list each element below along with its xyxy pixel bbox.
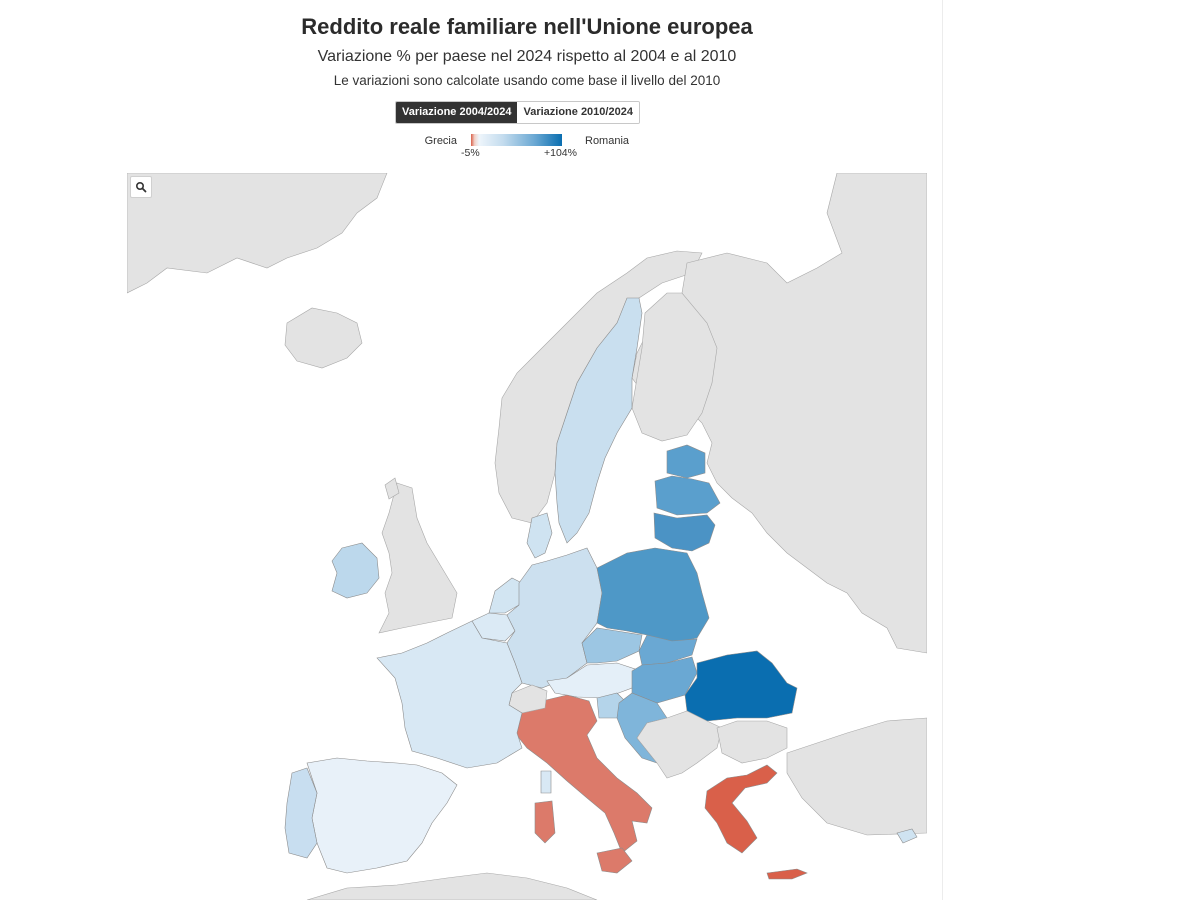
country-france[interactable] — [376, 620, 523, 769]
map-area[interactable] — [127, 173, 927, 900]
country-italy-sicily[interactable] — [596, 847, 633, 874]
land-united-kingdom — [378, 482, 458, 634]
legend-min-country: Grecia — [424, 135, 457, 147]
country-greece-crete[interactable] — [766, 868, 808, 880]
legend-max-value: +104% — [544, 147, 577, 159]
period-tabs: Variazione 2004/2024 Variazione 2010/202… — [395, 101, 640, 124]
search-icon — [135, 181, 147, 193]
land-north-africa — [306, 872, 598, 900]
land-iceland — [284, 307, 363, 369]
chart-subtitle: Variazione % per paese nel 2024 rispetto… — [317, 48, 737, 65]
tab-variazione-2004-2024[interactable]: Variazione 2004/2024 — [396, 102, 518, 123]
chart-note: Le variazioni sono calcolate usando come… — [333, 73, 721, 88]
land-balkans — [636, 710, 723, 779]
divider-line — [942, 0, 943, 900]
country-greece[interactable] — [704, 764, 778, 854]
country-italy[interactable] — [514, 694, 653, 854]
country-italy-sardinia[interactable] — [534, 800, 556, 844]
europe-map[interactable] — [127, 173, 927, 900]
country-portugal[interactable] — [284, 767, 318, 859]
country-romania[interactable] — [684, 650, 798, 722]
country-czechia[interactable] — [581, 627, 643, 664]
zoom-button[interactable] — [130, 176, 152, 198]
land-greenland — [127, 173, 388, 294]
country-latvia[interactable] — [654, 475, 721, 516]
country-france-corsica[interactable] — [540, 770, 552, 794]
country-denmark[interactable] — [526, 512, 553, 559]
legend-min-value: -5% — [461, 147, 480, 159]
country-poland[interactable] — [596, 547, 710, 644]
land-turkey — [786, 717, 927, 836]
country-spain[interactable] — [306, 757, 458, 874]
country-estonia[interactable] — [666, 444, 706, 479]
chart-title: Reddito reale familiare nell'Unione euro… — [301, 14, 753, 39]
country-cyprus[interactable] — [896, 828, 918, 844]
legend-color-scale — [471, 134, 562, 146]
country-ireland[interactable] — [331, 542, 380, 599]
tab-variazione-2010-2024[interactable]: Variazione 2010/2024 — [517, 102, 639, 123]
land-bulgaria — [716, 720, 788, 764]
country-lithuania[interactable] — [653, 512, 716, 552]
country-sweden[interactable] — [554, 297, 643, 544]
land-finland — [631, 292, 718, 442]
legend-max-country: Romania — [585, 135, 630, 147]
land-scotland-isles — [384, 477, 400, 500]
